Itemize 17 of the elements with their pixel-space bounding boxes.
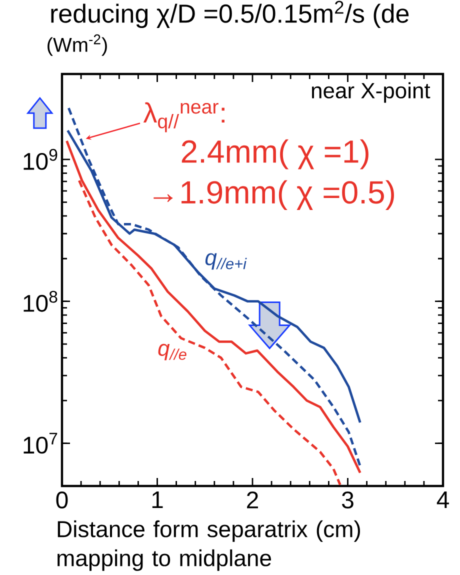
x-tick-label: 2 bbox=[247, 492, 258, 508]
series-label: q$_{//e+i}$ bbox=[205, 253, 247, 270]
chart-title: reducing χ/D =0.5/0.15m$^{2}$/s (de bbox=[51, 0, 409, 28]
x-tick-label: 3 bbox=[342, 492, 354, 509]
y-tick-label: 10$^{8}$ bbox=[24, 290, 58, 312]
annotation: near X-point bbox=[312, 82, 430, 103]
x-tick-label: 1 bbox=[152, 492, 163, 508]
x-tick-label: 0 bbox=[56, 492, 68, 509]
y-tick-label: 10$^{7}$ bbox=[24, 432, 58, 454]
annotation: 2.4mm( χ =1) bbox=[182, 139, 368, 170]
series-label: q$_{//e}$ bbox=[158, 344, 186, 360]
y-axis-title: (Wm$^{-2}$) bbox=[48, 34, 107, 56]
x-tick-label: 4 bbox=[436, 492, 449, 508]
annotation: →1.9mm( χ =0.5) bbox=[154, 180, 394, 210]
annotation: λ$_{q//}$$^{near}$: bbox=[143, 102, 224, 132]
y-tick-label: 10$^{9}$ bbox=[24, 148, 58, 170]
x-axis-title: Distance form separatrix (cm) mapping to midplane bbox=[58, 520, 360, 571]
